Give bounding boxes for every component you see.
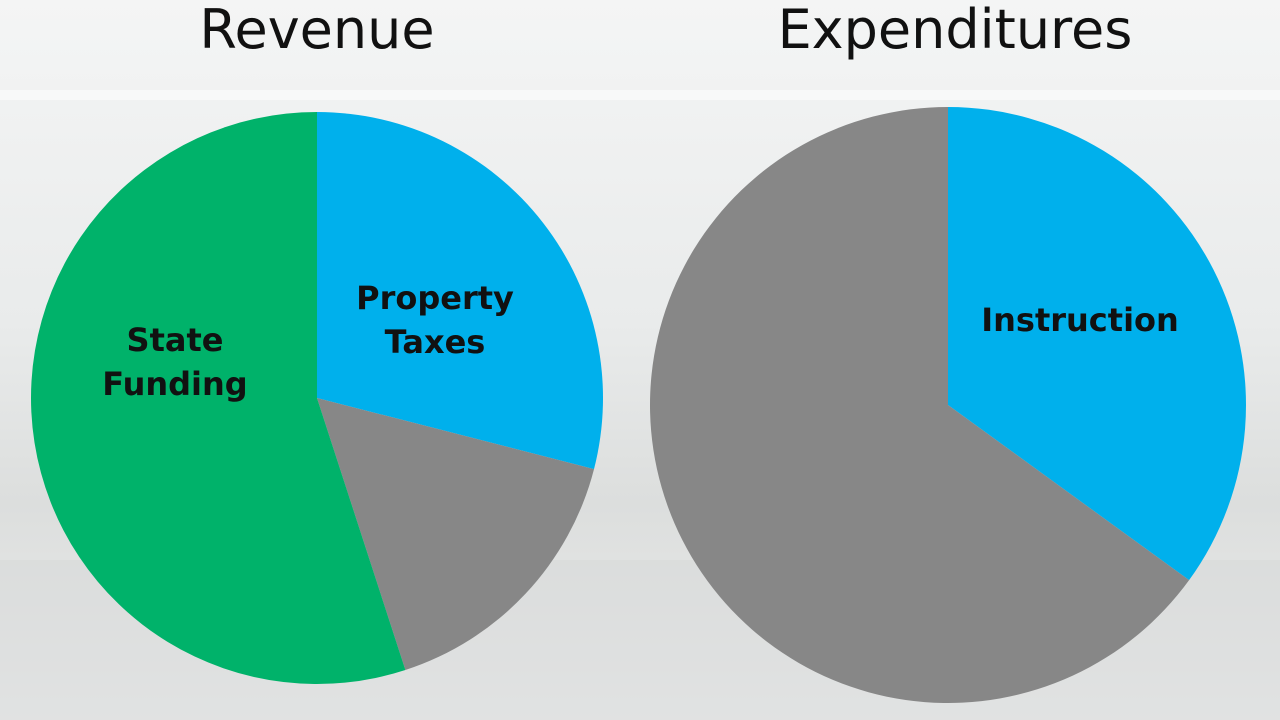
slice-label: Property Taxes bbox=[356, 279, 514, 361]
slice-label: Instruction bbox=[981, 301, 1179, 339]
pie-slice bbox=[650, 107, 1190, 704]
chart-title: Expenditures bbox=[777, 0, 1133, 61]
pie-slice bbox=[948, 107, 1246, 581]
pie-slice bbox=[30, 112, 406, 684]
pie-slice bbox=[317, 112, 603, 470]
slice-label: State Funding bbox=[102, 321, 248, 403]
background-band bbox=[0, 90, 1280, 100]
chart-title: Revenue bbox=[199, 0, 435, 61]
pie-slice bbox=[317, 398, 595, 671]
